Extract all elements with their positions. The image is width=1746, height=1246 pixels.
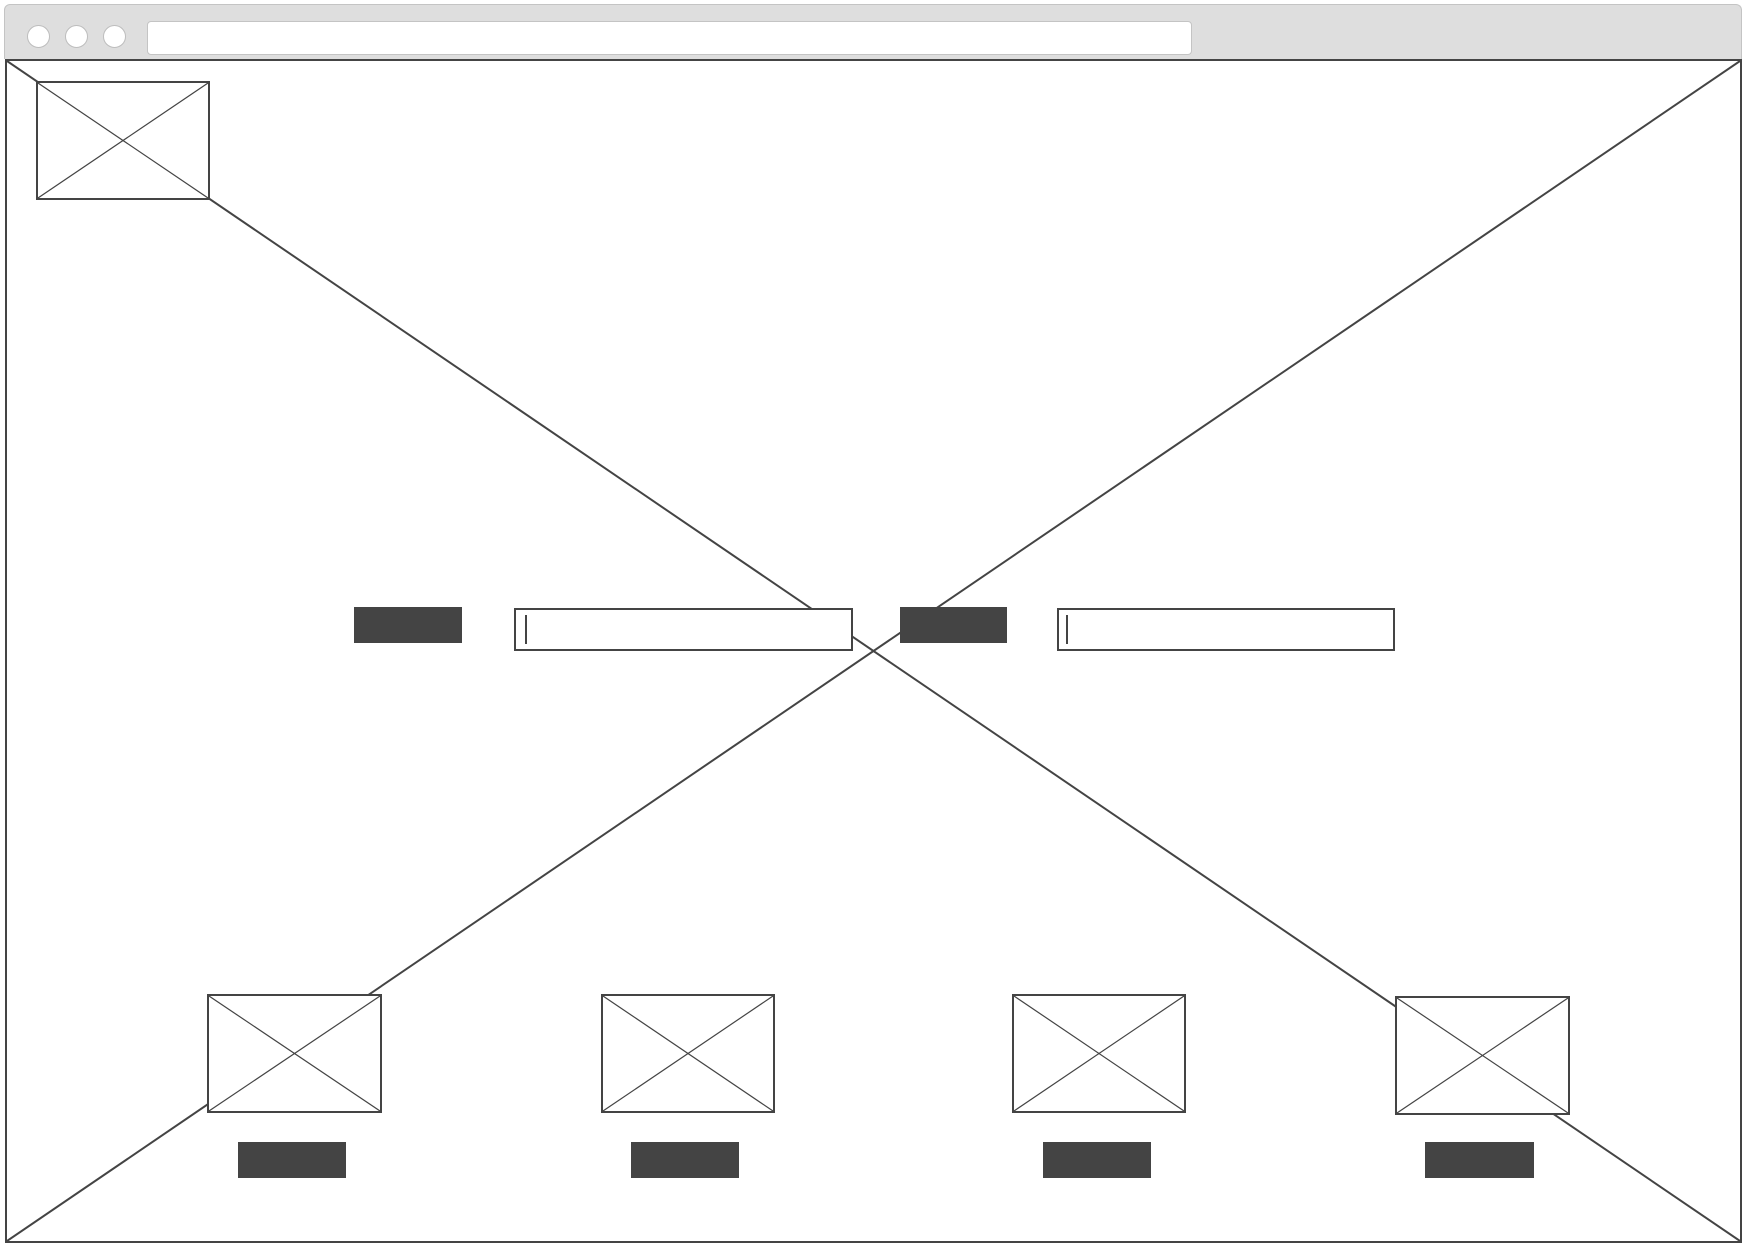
- text-input-1-wrapper: [514, 608, 853, 651]
- gallery-item-3-button[interactable]: [1043, 1142, 1151, 1178]
- gallery-item-1-image: [207, 994, 382, 1113]
- gallery-item-4-image: [1395, 996, 1570, 1115]
- gallery-item-2-button[interactable]: [631, 1142, 739, 1178]
- image-placeholder-icon: [209, 996, 380, 1111]
- gallery-item-1-button[interactable]: [238, 1142, 346, 1178]
- form-button-1[interactable]: [354, 607, 462, 643]
- gallery-item-2-image: [601, 994, 775, 1113]
- form-button-2[interactable]: [900, 607, 1007, 643]
- logo-placeholder: [36, 81, 210, 200]
- text-input-1[interactable]: [514, 608, 853, 651]
- page-viewport: [5, 59, 1742, 1243]
- address-bar[interactable]: [147, 21, 1192, 55]
- window-minimize-button[interactable]: [65, 25, 88, 48]
- gallery-item-3-image: [1012, 994, 1186, 1113]
- text-input-2[interactable]: [1057, 608, 1395, 651]
- text-input-2-wrapper: [1057, 608, 1395, 651]
- image-placeholder-icon: [38, 83, 208, 198]
- window-maximize-button[interactable]: [103, 25, 126, 48]
- browser-chrome: [4, 4, 1742, 59]
- gallery-item-4-button[interactable]: [1425, 1142, 1534, 1178]
- image-placeholder-icon: [1014, 996, 1184, 1111]
- text-caret: [1066, 615, 1068, 644]
- image-placeholder-icon: [603, 996, 773, 1111]
- window-close-button[interactable]: [27, 25, 50, 48]
- text-caret: [525, 615, 527, 644]
- image-placeholder-icon: [1397, 998, 1568, 1113]
